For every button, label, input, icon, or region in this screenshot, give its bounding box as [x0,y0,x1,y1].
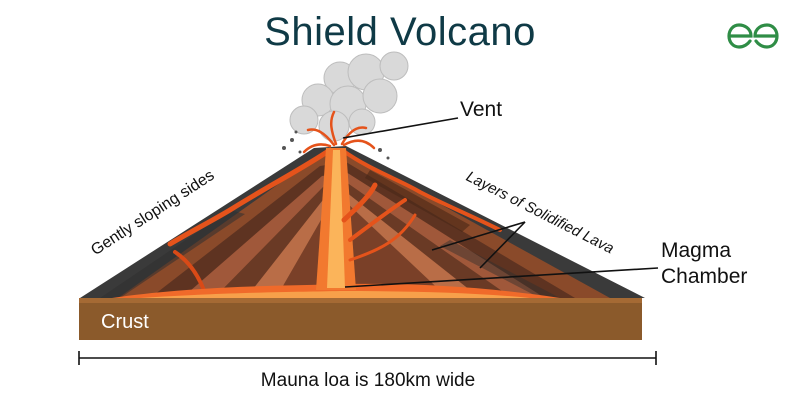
vent-label: Vent [460,98,503,121]
width-caption: Mauna loa is 180km wide [260,370,476,391]
ash-cloud [289,51,409,142]
magma-pointer-line [344,267,659,288]
magma-chamber-label: Magma Chamber [661,238,747,290]
layers-pointer-line-2 [479,221,526,269]
geeksforgeeks-logo-icon [727,23,779,49]
diagram-title: Shield Volcano [264,10,536,54]
crust-label: Crust [101,311,149,333]
vent-pointer-line [342,117,459,139]
width-dimension-line [78,351,657,365]
layers-pointer-line-1 [431,221,526,251]
magma-label-line-2: Chamber [661,265,748,288]
crust-layer [79,298,642,340]
magma-label-line-1: Magma [661,239,732,262]
